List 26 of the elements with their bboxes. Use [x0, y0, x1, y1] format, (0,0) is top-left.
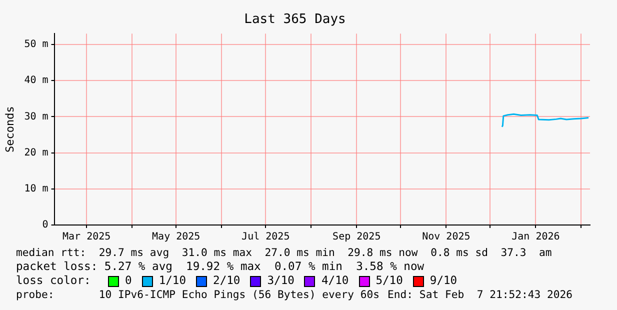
text: probe: 10 IPv6-ICMP Echo Pings (56 Bytes) every 60s — [16, 288, 380, 302]
y-tick-label: 30 m — [24, 111, 48, 122]
text: 1/10 — [158, 274, 186, 288]
y-tick-label: 10 m — [24, 183, 48, 194]
y-axis-title: Seconds — [3, 106, 16, 152]
chart-title: Last 365 Days — [244, 12, 346, 28]
text: End: Sat Feb 7 21:52:43 2026 — [388, 288, 573, 302]
text: median rtt: 29.7 ms avg 31.0 ms max 27.0 ms min 29.8 ms now 0.8 ms sd 37.3 am — [16, 246, 553, 260]
x-tick-label: May 2025 — [152, 232, 200, 243]
text: 4/10 — [321, 274, 349, 288]
x-tick-label: Jul 2025 — [242, 232, 290, 243]
text: loss color: — [16, 274, 92, 288]
text: 3/10 — [267, 274, 294, 288]
x-tick-label: Jan 2026 — [512, 232, 560, 243]
x-tick-label: Nov 2025 — [422, 232, 470, 243]
text: packet loss: 5.27 % avg 19.92 % max 0.07 % min 3.58 % now — [16, 260, 426, 274]
text: 9/10 — [430, 274, 458, 288]
x-tick-label: Mar 2025 — [62, 232, 111, 243]
text: 0 — [125, 274, 132, 288]
y-tick-label: 20 m — [24, 147, 48, 158]
y-tick-label: 40 m — [24, 75, 48, 86]
y-tick-label: 50 m — [24, 39, 48, 50]
x-tick-label: Sep 2025 — [332, 232, 381, 243]
text: 5/10 — [376, 274, 403, 288]
text: 2/10 — [213, 274, 240, 288]
y-tick-label: 0 — [42, 220, 48, 231]
